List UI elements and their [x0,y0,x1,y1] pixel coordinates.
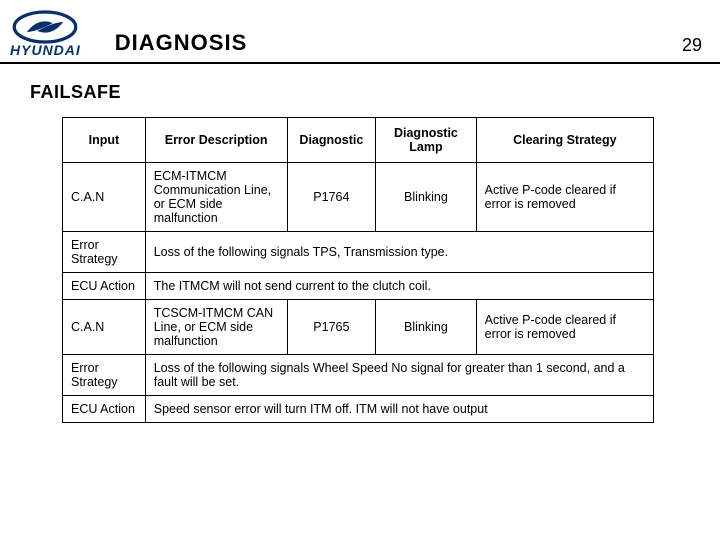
table-header-row: Input Error Description Diagnostic Diagn… [63,118,654,163]
failsafe-table-wrap: Input Error Description Diagnostic Diagn… [62,117,654,423]
cell-error-strategy-label: Error Strategy [63,355,146,396]
table-row: ECU Action The ITMCM will not send curre… [63,273,654,300]
cell-ecu-action-label: ECU Action [63,396,146,423]
cell-input: C.A.N [63,163,146,232]
cell-ecu-action-text: Speed sensor error will turn ITM off. IT… [145,396,653,423]
cell-clearing-strategy: Active P-code cleared if error is remove… [476,163,653,232]
cell-error-strategy-text: Loss of the following signals Wheel Spee… [145,355,653,396]
table-row: C.A.N TCSCM-ITMCM CAN Line, or ECM side … [63,300,654,355]
table-row: Error Strategy Loss of the following sig… [63,355,654,396]
page-title: DIAGNOSIS [101,30,682,60]
page-number: 29 [682,35,702,60]
col-diagnostic-lamp: Diagnostic Lamp [376,118,476,163]
col-diagnostic: Diagnostic [287,118,376,163]
cell-diagnostic: P1765 [287,300,376,355]
col-clearing-strategy: Clearing Strategy [476,118,653,163]
header-rule [0,62,720,64]
cell-error-strategy-text: Loss of the following signals TPS, Trans… [145,232,653,273]
col-input: Input [63,118,146,163]
cell-error-description: ECM-ITMCM Communication Line, or ECM sid… [145,163,287,232]
hyundai-logo-icon [11,10,79,44]
failsafe-table: Input Error Description Diagnostic Diagn… [62,117,654,423]
brand-logo: HYUNDAI [10,10,81,60]
col-error-description: Error Description [145,118,287,163]
cell-ecu-action-text: The ITMCM will not send current to the c… [145,273,653,300]
cell-diagnostic-lamp: Blinking [376,300,476,355]
cell-diagnostic: P1764 [287,163,376,232]
cell-clearing-strategy: Active P-code cleared if error is remove… [476,300,653,355]
cell-ecu-action-label: ECU Action [63,273,146,300]
brand-name: HYUNDAI [10,42,81,58]
subtitle: FAILSAFE [30,82,720,103]
cell-diagnostic-lamp: Blinking [376,163,476,232]
cell-error-description: TCSCM-ITMCM CAN Line, or ECM side malfun… [145,300,287,355]
cell-error-strategy-label: Error Strategy [63,232,146,273]
cell-input: C.A.N [63,300,146,355]
table-row: C.A.N ECM-ITMCM Communication Line, or E… [63,163,654,232]
table-row: Error Strategy Loss of the following sig… [63,232,654,273]
header: HYUNDAI DIAGNOSIS 29 [0,0,720,60]
table-row: ECU Action Speed sensor error will turn … [63,396,654,423]
